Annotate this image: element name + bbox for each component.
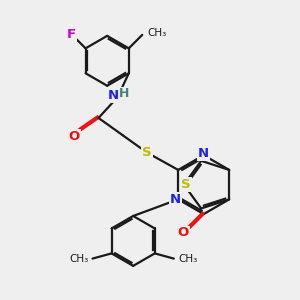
Text: CH₃: CH₃	[69, 254, 88, 264]
Text: CH₃: CH₃	[147, 28, 167, 38]
Text: H: H	[118, 87, 129, 100]
Text: O: O	[178, 226, 189, 239]
Text: N: N	[198, 147, 209, 160]
Text: S: S	[181, 178, 191, 191]
Text: CH₃: CH₃	[178, 254, 197, 264]
Text: N: N	[108, 89, 119, 102]
Text: F: F	[67, 28, 76, 41]
Text: N: N	[170, 193, 181, 206]
Text: O: O	[69, 130, 80, 143]
Text: S: S	[142, 146, 152, 159]
